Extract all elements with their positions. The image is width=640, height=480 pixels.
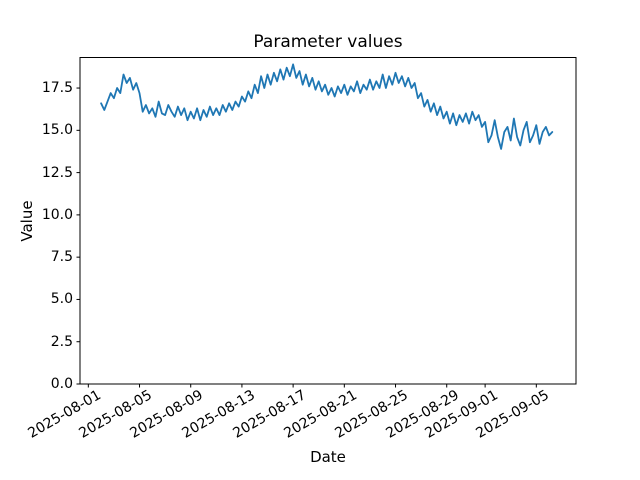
y-tick-label: 17.5 [41,80,73,97]
y-tick-label: 15.0 [41,122,73,139]
x-tick-marks [87,384,537,388]
plot-area [79,57,577,385]
y-tick-marks [76,87,80,385]
series-line [100,63,554,150]
y-tick-label: 2.5 [50,333,73,350]
y-tick-label: 12.5 [41,164,73,181]
chart-title: Parameter values [253,32,403,52]
y-tick-label: 7.5 [50,249,73,266]
x-axis-label: Date [310,448,346,466]
y-tick-label: 5.0 [50,291,73,308]
y-tick-label: 0.0 [50,376,73,392]
y-tick-label: 10.0 [41,206,73,223]
